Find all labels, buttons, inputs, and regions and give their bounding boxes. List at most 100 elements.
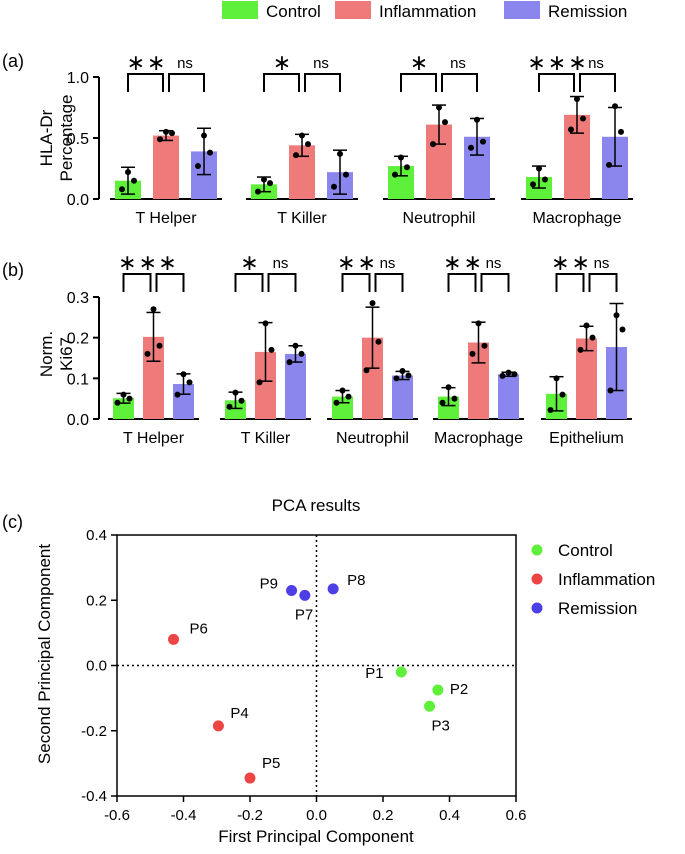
pca-ylabel: Second Principal Component (35, 544, 54, 764)
pca-legend-label-remission: Remission (558, 599, 637, 618)
pca-point-p9 (286, 584, 298, 596)
a-sig-bracket-neutrophil-right (441, 73, 478, 92)
a-xtick-label-t-killer: T Killer (277, 210, 327, 227)
b-sig-bracket-epithelium-right (588, 273, 618, 292)
a-point-t-helper-control (125, 169, 131, 176)
b-point-t-killer-control (238, 397, 245, 404)
b-point-t-helper-inflammation (150, 306, 157, 313)
legend-label-remission: Remission (548, 2, 627, 21)
a-point-macrophage-control (542, 176, 548, 183)
b-bar-t-killer-inflammation (255, 351, 276, 419)
b-bar-neutrophil-inflammation (362, 337, 383, 419)
a-sig-bracket-t-helper-left (127, 73, 164, 92)
pca-point-p8 (327, 583, 339, 595)
b-point-t-killer-inflammation (262, 320, 269, 327)
pca-point-label-p1: P1 (365, 665, 383, 682)
legend-swatch-remission (504, 1, 540, 19)
b-sig-label-macrophage-right: ns (486, 255, 502, 272)
pca-point-p2 (432, 684, 444, 696)
panel-c-pca-chart: (c) PCA results First Principal Componen… (2, 496, 655, 846)
a-sig-label-neutrophil-left: ∗ (410, 50, 430, 75)
b-bar-t-helper-inflammation (143, 336, 164, 419)
a-point-macrophage-inflammation (580, 115, 586, 122)
b-ytick-label: 0.3 (67, 290, 89, 307)
b-point-t-helper-control (126, 395, 133, 402)
a-bar-t-helper-inflammation (153, 135, 179, 199)
a-sig-label-macrophage-left: ∗∗∗ (527, 50, 588, 75)
a-point-neutrophil-remission (474, 116, 480, 123)
b-sig-bracket-epithelium-left (555, 273, 585, 292)
pca-xtick-label: 0.6 (506, 807, 527, 824)
a-sig-label-t-killer-left: ∗ (273, 50, 293, 75)
a-sig-bracket-t-killer-left (263, 73, 300, 92)
panel-a-hla-dr-chart: (a) HLA-Dr Percentage 0.0 0.5 1.0 T Helper ∗… (2, 50, 633, 227)
b-point-macrophage-remission (505, 369, 512, 376)
pca-legend-marker-remission (531, 602, 543, 614)
b-point-macrophage-inflammation (475, 320, 482, 327)
a-ytick-label: 1.0 (67, 70, 89, 87)
a-point-t-helper-control (119, 186, 125, 193)
a-point-neutrophil-inflammation (442, 119, 448, 126)
b-ytick-label: 0.2 (67, 331, 89, 348)
b-sig-label-t-helper-left: ∗∗ (118, 250, 159, 275)
a-sig-label-neutrophil-right: ns (450, 55, 466, 72)
a-point-neutrophil-inflammation (430, 141, 436, 148)
a-point-t-helper-remission (207, 149, 213, 156)
b-sig-bracket-neutrophil-right (374, 273, 404, 292)
a-point-t-killer-control (267, 180, 273, 187)
a-point-t-helper-inflammation (169, 130, 175, 137)
legend-swatch-inflammation (335, 1, 371, 19)
b-point-neutrophil-remission (405, 372, 412, 379)
a-point-macrophage-control (536, 165, 542, 172)
a-point-macrophage-remission (612, 103, 618, 110)
b-point-neutrophil-inflammation (363, 367, 370, 374)
a-sig-label-t-helper-right: ns (177, 55, 193, 72)
panel-label-c: (c) (2, 512, 23, 532)
pca-title: PCA results (272, 496, 361, 515)
a-point-t-killer-inflammation (293, 152, 299, 159)
b-point-t-killer-control (226, 403, 233, 410)
b-point-neutrophil-remission (399, 368, 406, 375)
b-point-t-helper-inflammation (156, 342, 163, 349)
pca-point-label-p8: P8 (347, 572, 365, 589)
a-point-macrophage-inflammation (568, 126, 574, 133)
b-point-neutrophil-control (333, 399, 340, 406)
pca-ytick-label: -0.2 (81, 723, 107, 740)
b-point-t-killer-remission (286, 359, 293, 366)
a-xtick-label-neutrophil: Neutrophil (403, 210, 476, 227)
pca-xtick-label: -0.6 (104, 807, 130, 824)
panel-a-ylabel-line2: Percentage (57, 95, 76, 182)
a-point-t-killer-inflammation (305, 141, 311, 148)
b-bar-macrophage-inflammation (468, 342, 489, 419)
legend-label-inflammation: Inflammation (379, 2, 476, 21)
b-point-t-helper-remission (186, 379, 193, 386)
b-point-t-killer-remission (292, 342, 299, 349)
pca-xtick-label: -0.4 (171, 807, 197, 824)
panel-label-b: (b) (2, 260, 24, 280)
pca-legend-label-control: Control (558, 541, 613, 560)
a-point-t-helper-remission (195, 163, 201, 170)
b-point-t-helper-remission (180, 371, 187, 378)
b-point-t-helper-inflammation (144, 350, 151, 357)
a-sig-bracket-t-killer-right (304, 73, 341, 92)
b-point-macrophage-remission (499, 372, 506, 379)
b-sig-label-t-helper-right: ∗ (158, 250, 178, 275)
pca-legend-marker-inflammation (531, 573, 543, 585)
b-sig-label-t-killer-left: ∗ (240, 250, 260, 275)
pca-xtick-label: 0.2 (373, 807, 394, 824)
a-point-t-helper-remission (201, 132, 207, 139)
b-point-epithelium-control (547, 407, 554, 414)
pca-point-p7 (299, 589, 311, 601)
a-point-macrophage-inflammation (574, 95, 580, 102)
a-sig-bracket-t-helper-right (168, 73, 205, 92)
pca-point-label-p5: P5 (262, 755, 280, 772)
a-sig-bracket-neutrophil-left (400, 73, 437, 92)
pca-xtick-label: 0.0 (306, 807, 327, 824)
panel-a-ylabel-line1: HLA-Dr (37, 109, 56, 166)
b-sig-label-t-killer-right: ns (273, 255, 289, 272)
pca-point-p4 (212, 720, 224, 732)
b-point-t-killer-inflammation (268, 346, 275, 353)
b-point-neutrophil-remission (393, 375, 400, 382)
pca-xtick-label: -0.2 (237, 807, 263, 824)
